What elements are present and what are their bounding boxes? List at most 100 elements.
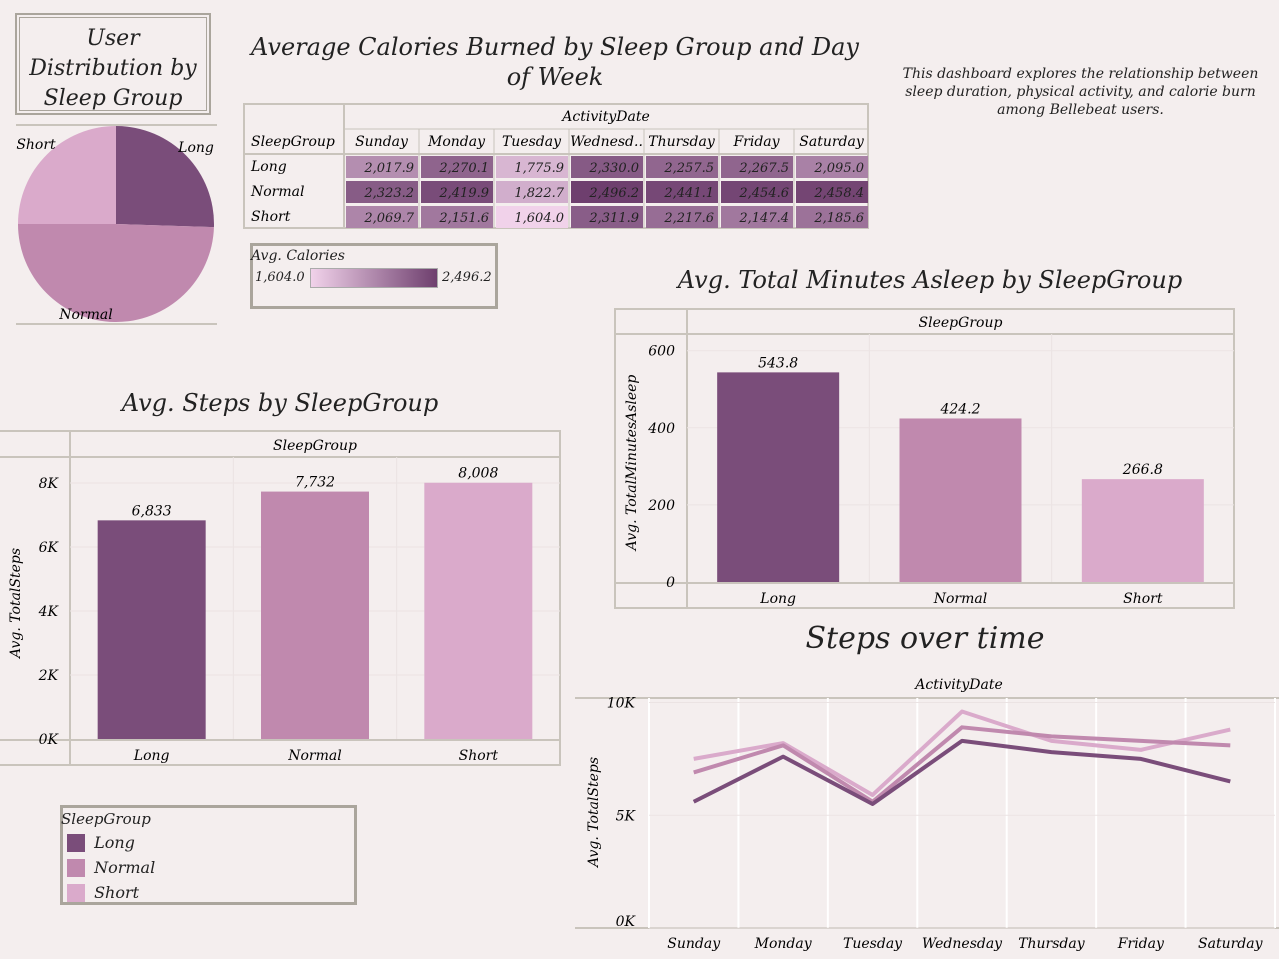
pie-label-long: Long	[177, 140, 214, 156]
heatmap-value-short-6: 2,185.6	[813, 211, 864, 226]
heatmap-cell-short-3	[571, 206, 643, 228]
timeline-ytick-0: 0K	[616, 914, 637, 930]
timeline-xtick-thursday: Thursday	[1018, 936, 1086, 952]
asleep-bar-long	[717, 372, 840, 582]
heatmap-value-short-4: 2,217.6	[663, 211, 714, 226]
steps-frame	[0, 430, 561, 766]
steps-ytick-4: 8K	[39, 476, 60, 492]
timeline-xtick-monday: Monday	[754, 936, 813, 952]
heatmap-value-long-1: 2,270.1	[438, 161, 489, 176]
steps-xtick-short: Short	[459, 748, 499, 764]
asleep-x-header: SleepGroup	[919, 315, 1003, 331]
legend-swatch-normal	[67, 858, 85, 877]
asleep-xtick-long: Long	[759, 591, 796, 607]
heatmap-cell-normal-3	[571, 181, 643, 203]
timeline-y-label: Avg. TotalSteps	[586, 757, 602, 869]
asleep-xtick-short: Short	[1123, 591, 1163, 607]
pie-chart: Long Normal Short	[16, 124, 217, 325]
heatmap-value-long-5: 2,267.5	[738, 161, 789, 176]
heatmap-cell-long-5	[721, 156, 793, 178]
heatmap-value-normal-0: 2,323.2	[363, 186, 414, 201]
heatmap-cell-short-1	[421, 206, 493, 228]
steps-y-label: Avg. TotalSteps	[8, 548, 24, 660]
steps-ytick-1: 2K	[38, 668, 60, 684]
timeline-title: Steps over time	[805, 621, 1045, 656]
calorie-gradient	[310, 268, 438, 288]
heatmap-value-normal-1: 2,419.9	[438, 186, 489, 201]
heatmap-column-tuesday: Tuesday	[502, 134, 562, 150]
heatmap-cell-normal-4	[646, 181, 718, 203]
heatmap-value-long-2: 1,775.9	[514, 161, 564, 176]
pie-label-short: Short	[16, 137, 56, 153]
heatmap-cell-long-2	[496, 156, 568, 178]
heatmap-cell-short-2	[496, 206, 568, 228]
asleep-ytick-3: 600	[648, 344, 675, 360]
steps-bar-chart: SleepGroup Avg. TotalSteps 0K 2K 4K 6K 8K 6,833…	[0, 430, 561, 766]
heatmap-column-header: ActivityDate	[560, 109, 649, 125]
heatmap-value-long-4: 2,257.5	[663, 161, 714, 176]
legend-swatch-short	[67, 883, 85, 902]
asleep-ytick-1: 200	[647, 498, 675, 514]
timeline-ytick-2: 10K	[607, 696, 637, 712]
timeline-line-short	[693, 709, 1231, 797]
heatmap-column-thursday: Thursday	[648, 134, 716, 150]
steps-x-header: SleepGroup	[273, 438, 357, 454]
heatmap-row-normal: Normal	[250, 184, 304, 200]
heatmap-value-normal-6: 2,458.4	[813, 186, 864, 201]
calorie-legend-max: 2,496.2	[442, 270, 492, 285]
heatmap-cell-long-0	[346, 156, 418, 178]
asleep-bar-chart: SleepGroup Avg. TotalMinutesAsleep 0 200 400…	[614, 308, 1235, 609]
asleep-y-label: Avg. TotalMinutesAsleep	[624, 375, 640, 553]
heatmap-row-short: Short	[251, 209, 291, 225]
heatmap-value-normal-5: 2,454.6	[738, 186, 789, 201]
asleep-bar-normal	[899, 418, 1022, 582]
heatmap-title: Average Calories Burned by Sleep Group a…	[251, 33, 859, 91]
legend-item-short: Short	[67, 882, 139, 902]
timeline-xtick-wednesday: Wednesday	[922, 936, 1003, 952]
heatmap-cell-normal-5	[721, 181, 793, 203]
calorie-legend-min: 1,604.0	[255, 270, 305, 285]
sleepgroup-legend-title: SleepGroup	[61, 810, 151, 828]
steps-line-chart: ActivityDate Avg. TotalSteps 0K 5K 10K Sunday…	[575, 677, 1279, 952]
heatmap-cell-normal-2	[496, 181, 568, 203]
pie-label-normal: Normal	[58, 307, 112, 323]
asleep-label-long: 543.8	[758, 355, 798, 371]
steps-label-short: 8,008	[458, 466, 498, 482]
heatmap-value-short-5: 2,147.4	[738, 211, 789, 226]
heatmap-cell-long-6	[796, 156, 868, 178]
steps-label-long: 6,833	[132, 503, 172, 519]
heatmap-value-normal-3: 2,496.2	[588, 186, 639, 201]
steps-bar-short	[424, 482, 533, 739]
heatmap-column-sunday: Sunday	[355, 134, 409, 150]
heatmap-value-long-6: 2,095.0	[813, 161, 864, 176]
steps-ytick-3: 6K	[39, 540, 60, 556]
heatmap-value-normal-4: 2,441.1	[663, 186, 714, 201]
heatmap-cell-normal-6	[796, 181, 868, 203]
heatmap-cell-short-4	[646, 206, 718, 228]
sleepgroup-legend: SleepGroup Long Normal Short	[60, 805, 357, 905]
heatmap-cell-short-0	[346, 206, 418, 228]
legend-label-short: Short	[94, 883, 140, 902]
timeline-ytick-1: 5K	[616, 808, 637, 824]
steps-title: Avg. Steps by SleepGroup	[121, 389, 439, 417]
calorie-legend-title: Avg. Calories	[251, 248, 345, 264]
legend-label-normal: Normal	[94, 858, 156, 877]
timeline-xtick-saturday: Saturday	[1198, 936, 1264, 952]
asleep-title: Avg. Total Minutes Asleep by SleepGroup	[677, 266, 1183, 294]
heatmap-cell-long-4	[646, 156, 718, 178]
steps-xtick-long: Long	[133, 748, 170, 764]
heatmap-value-short-3: 2,311.9	[588, 211, 639, 226]
timeline-xtick-tuesday: Tuesday	[843, 936, 903, 952]
steps-ytick-2: 4K	[38, 604, 60, 620]
asleep-xtick-normal: Normal	[933, 591, 987, 607]
steps-bar-normal	[261, 491, 369, 739]
legend-item-normal: Normal	[67, 857, 155, 877]
heatmap-row-long: Long	[250, 159, 287, 175]
heatmap-chart: ActivityDate SleepGroup Sunday Monday Tuesda…	[243, 103, 869, 229]
heatmap-row-header: SleepGroup	[251, 134, 335, 150]
asleep-label-normal: 424.2	[939, 401, 980, 417]
legend-swatch-long	[67, 833, 85, 852]
heatmap-value-long-3: 2,330.0	[588, 161, 639, 176]
heatmap-column-friday: Friday	[732, 134, 780, 150]
heatmap-value-short-1: 2,151.6	[438, 211, 489, 226]
